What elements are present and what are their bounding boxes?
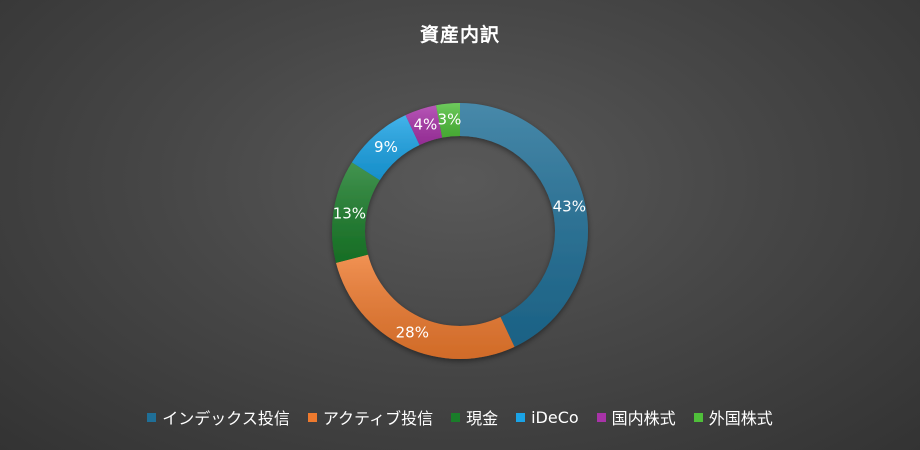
legend-label-3: iDeCo [531, 407, 579, 427]
data-label-1: 28% [396, 323, 429, 341]
donut-slice-shading-3 [351, 115, 420, 181]
legend-swatch-2 [451, 412, 461, 422]
legend-swatch-0 [147, 412, 157, 422]
data-label-4: 4% [413, 115, 437, 133]
legend-swatch-3 [516, 412, 526, 422]
legend-item-3: iDeCo [516, 408, 579, 427]
donut-slice-shading-1 [336, 254, 515, 359]
data-label-2: 13% [333, 204, 366, 222]
legend-label-2: 現金 [466, 409, 499, 428]
donut-slice-shading-2 [332, 162, 380, 263]
data-label-5: 3% [438, 110, 462, 128]
data-label-0: 43% [553, 198, 586, 216]
donut-slice-shading-0 [460, 103, 588, 347]
legend-item-4: 国内株式 [596, 405, 676, 429]
legend-swatch-5 [693, 412, 703, 422]
legend-label-1: アクティブ投信 [322, 409, 434, 428]
donut-slice-shading-5 [436, 103, 460, 138]
data-label-3: 9% [374, 138, 398, 156]
legend-item-2: 現金 [451, 405, 498, 429]
donut-slice-shading-4 [405, 105, 443, 146]
legend-item-1: アクティブ投信 [307, 405, 434, 429]
legend-label-5: 外国株式 [708, 409, 773, 428]
legend-swatch-1 [307, 412, 317, 422]
legend-item-5: 外国株式 [693, 405, 773, 429]
legend: インデックス投信 アクティブ投信 現金 iDeCo 国内株式 外国株式 [0, 405, 920, 429]
legend-label-4: 国内株式 [611, 409, 676, 428]
chart-title: 資産内訳 [419, 24, 500, 46]
legend-swatch-4 [596, 412, 606, 422]
legend-item-0: インデックス投信 [147, 405, 290, 429]
legend-label-0: インデックス投信 [162, 409, 290, 428]
